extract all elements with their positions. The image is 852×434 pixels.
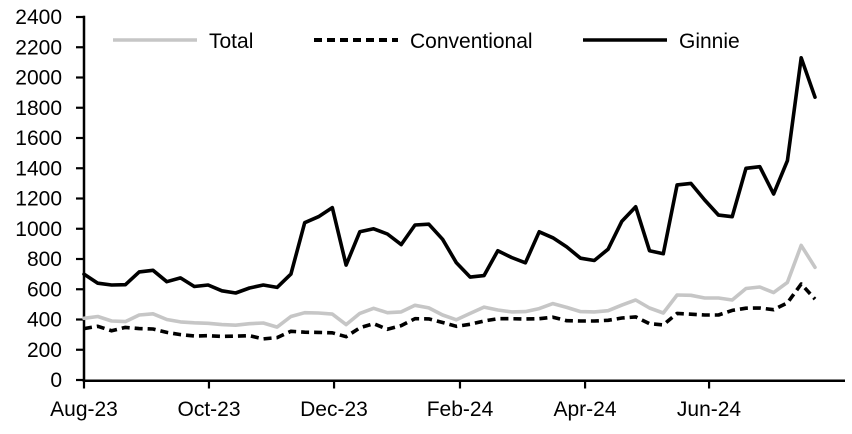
legend-label-conventional: Conventional	[410, 30, 533, 53]
y-tick-label: 200	[27, 339, 62, 362]
x-tick-label: Jun-24	[677, 398, 742, 421]
y-tick-label: 2000	[15, 67, 62, 90]
y-tick-label: 1800	[15, 97, 62, 120]
y-tick-labels: 0 200 400 600 800 1000 1200 1400 1600 18…	[15, 6, 62, 392]
y-tick-label: 2400	[15, 6, 62, 29]
y-tick-label: 1000	[15, 218, 62, 241]
legend-label-ginnie: Ginnie	[679, 30, 740, 53]
x-tick-label: Aug-23	[50, 398, 118, 421]
y-tick-label: 400	[27, 309, 62, 332]
legend-label-total: Total	[209, 30, 253, 53]
x-tick-labels: Aug-23 Oct-23 Dec-23 Feb-24 Apr-24 Jun-2…	[50, 398, 741, 421]
x-tick-label: Feb-24	[427, 398, 494, 421]
legend-item-ginnie: Ginnie	[583, 30, 740, 53]
y-tick-label: 2200	[15, 36, 62, 59]
x-tick-label: Dec-23	[300, 398, 368, 421]
x-tick-label: Oct-23	[177, 398, 240, 421]
legend-item-total: Total	[113, 30, 253, 53]
series-lines	[82, 55, 817, 341]
y-tick-label: 1200	[15, 188, 62, 211]
x-tick-label: Apr-24	[553, 398, 616, 421]
y-tick-label: 800	[27, 248, 62, 271]
y-tick-label: 1600	[15, 127, 62, 150]
y-tick-label: 0	[50, 369, 62, 392]
y-tick-label: 1400	[15, 157, 62, 180]
y-tick-label: 600	[27, 278, 62, 301]
series-line-total	[82, 243, 817, 329]
series-line-ginnie	[82, 55, 817, 295]
legend: Total Conventional Ginnie	[113, 30, 740, 53]
legend-item-conventional: Conventional	[314, 30, 533, 53]
series-line-conventional	[83, 282, 817, 341]
